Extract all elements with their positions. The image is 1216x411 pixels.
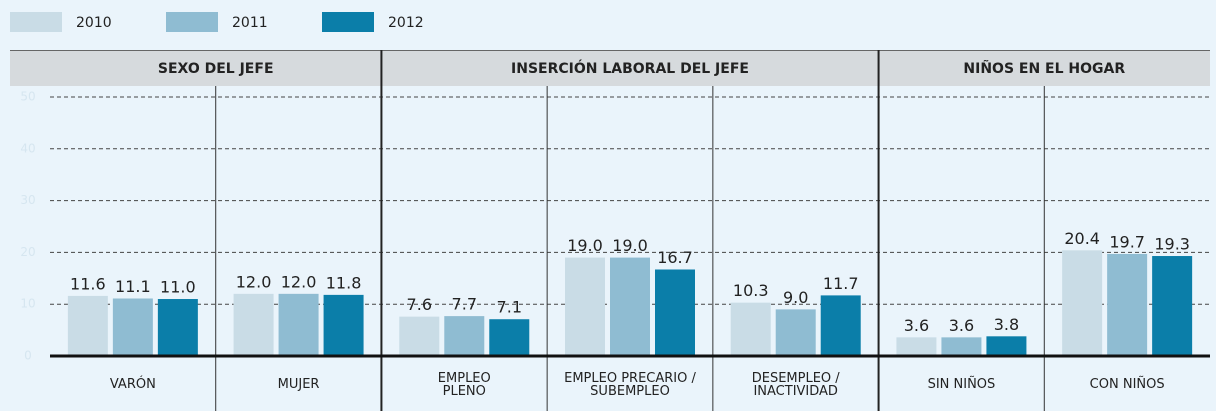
value-label: 19.7 (1109, 232, 1145, 251)
value-label: 11.1 (115, 277, 151, 296)
bar (489, 319, 530, 356)
legend-swatch (10, 12, 62, 32)
bar (565, 257, 605, 356)
y-tick-label: 40 (20, 141, 35, 155)
bar (820, 295, 861, 356)
legend-label: 2012 (388, 15, 424, 31)
value-label: 7.7 (452, 295, 477, 314)
bar (941, 337, 982, 356)
value-label: 3.6 (904, 316, 929, 335)
bar (278, 293, 319, 356)
bar (986, 336, 1027, 356)
x-tick-label: EMPLEO PLENO (437, 370, 491, 399)
y-tick-label: 50 (20, 90, 35, 104)
group-title: SEXO DEL JEFE (158, 61, 274, 77)
value-label: 12.0 (281, 272, 317, 291)
value-label: 11.6 (70, 274, 106, 293)
legend-label: 2011 (232, 15, 268, 31)
y-tick-label: 10 (20, 297, 35, 311)
bar (67, 295, 108, 356)
bar (444, 316, 485, 356)
value-label: 19.3 (1154, 235, 1190, 254)
x-tick-label: SIN NIÑOS (927, 377, 996, 392)
group-title: NIÑOS EN EL HOGAR (963, 60, 1125, 77)
bar (775, 309, 816, 356)
value-label: 7.1 (497, 298, 522, 317)
value-label: 3.6 (949, 316, 974, 335)
legend-swatch (166, 12, 218, 32)
x-tick-label: MUJER (277, 377, 320, 392)
value-label: 3.8 (994, 315, 1019, 334)
y-tick-label: 30 (20, 193, 35, 207)
header-bar (10, 50, 1210, 86)
x-tick-label: CON NIÑOS (1089, 377, 1165, 392)
value-label: 11.0 (160, 278, 196, 297)
bar (1152, 256, 1193, 356)
value-label: 10.3 (733, 281, 769, 300)
bar (730, 302, 771, 356)
value-label: 9.0 (783, 288, 808, 307)
value-label: 12.0 (236, 272, 272, 291)
group-title: INSERCIÓN LABORAL DEL JEFE (511, 59, 749, 77)
x-tick-label: EMPLEO PRECARIO / SUBEMPLEO (564, 370, 696, 399)
bar (157, 299, 198, 356)
bar (610, 257, 650, 356)
y-tick-label: 20 (20, 245, 35, 259)
value-label: 19.0 (612, 236, 648, 255)
value-label: 11.8 (326, 273, 362, 292)
value-label: 16.7 (657, 248, 693, 267)
bar (655, 269, 695, 356)
x-tick-label: VARÓN (109, 377, 156, 392)
x-tick-label: DESEMPLEO / INACTIVIDAD (751, 370, 840, 399)
legend-label: 2010 (76, 15, 112, 31)
bar (323, 294, 364, 356)
bar (1062, 250, 1103, 356)
bar (896, 337, 937, 356)
bar (112, 298, 153, 356)
legend-swatch (322, 12, 374, 32)
bar (233, 293, 274, 356)
value-label: 19.0 (567, 236, 603, 255)
bar (1107, 253, 1148, 356)
y-tick-label: 0 (24, 349, 32, 363)
bar (399, 316, 440, 356)
value-label: 11.7 (823, 274, 859, 293)
value-label: 7.6 (407, 295, 432, 314)
value-label: 20.4 (1064, 229, 1100, 248)
